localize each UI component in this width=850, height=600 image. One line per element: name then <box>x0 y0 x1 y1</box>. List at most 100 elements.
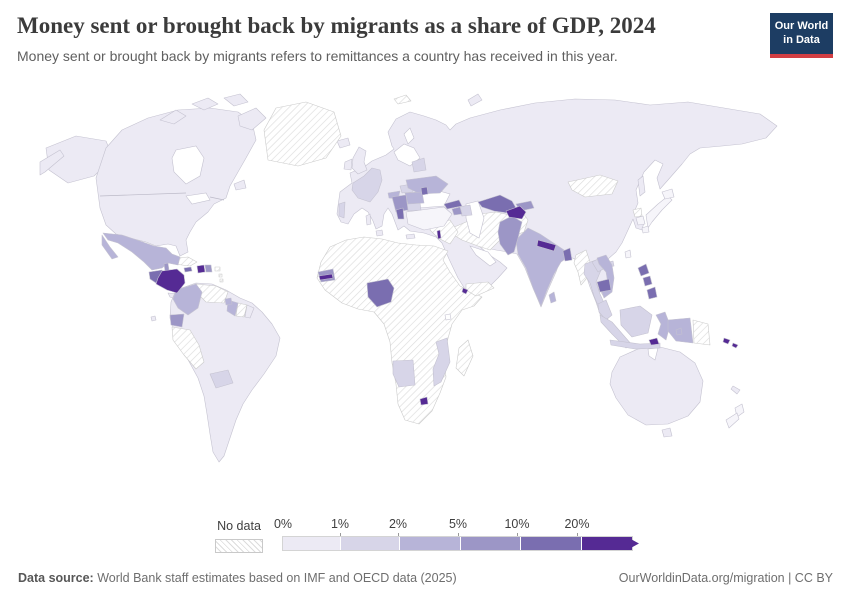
country-taiwan[interactable] <box>624 249 632 259</box>
country-mexico[interactable] <box>102 232 181 271</box>
country-novaya-zemlya[interactable] <box>467 93 483 107</box>
country-suriname[interactable] <box>235 302 248 318</box>
country-philippines-mindanao[interactable] <box>646 286 658 300</box>
legend-bin-1[interactable] <box>341 537 400 550</box>
legend-arrow <box>627 537 639 550</box>
country-lesser-antilles-1[interactable] <box>218 273 223 278</box>
country-peru[interactable] <box>171 326 205 370</box>
country-armenia[interactable] <box>451 206 463 216</box>
country-nepal[interactable] <box>536 239 557 252</box>
country-namibia[interactable] <box>392 359 416 388</box>
country-lesotho[interactable] <box>419 396 429 406</box>
country-colombia[interactable] <box>172 283 203 316</box>
country-baltics[interactable] <box>411 157 427 173</box>
owid-link[interactable]: OurWorldinData.org/migration | CC BY <box>618 571 833 585</box>
country-haiti[interactable] <box>196 264 206 274</box>
owid-logo[interactable]: Our World in Data <box>770 13 833 58</box>
country-ireland[interactable] <box>343 158 353 171</box>
country-japan-kyushu[interactable] <box>641 225 650 234</box>
country-djibouti[interactable] <box>461 287 469 295</box>
lake-victoria <box>444 313 452 321</box>
country-newfoundland[interactable] <box>233 179 247 191</box>
country-ukraine[interactable] <box>405 175 449 195</box>
country-australia[interactable] <box>609 346 704 426</box>
country-sardinia[interactable] <box>365 213 372 226</box>
country-new-caledonia[interactable] <box>730 385 741 395</box>
country-bangladesh[interactable] <box>562 247 573 262</box>
country-belize[interactable] <box>163 262 170 272</box>
country-greenland[interactable] <box>263 101 342 167</box>
world-map-canvas <box>39 93 778 463</box>
legend-no-data-swatch[interactable] <box>215 539 263 553</box>
country-trinidad[interactable] <box>224 297 233 306</box>
country-mozambique[interactable] <box>432 337 451 387</box>
legend-bin-3[interactable] <box>461 537 521 550</box>
country-java[interactable] <box>609 339 661 350</box>
country-lebanon[interactable] <box>436 229 442 240</box>
country-solomon-islands-1[interactable] <box>722 337 731 345</box>
legend-bin-5[interactable] <box>582 537 632 550</box>
us-canada-border <box>99 192 225 201</box>
country-ecuador[interactable] <box>169 313 185 328</box>
country-united-kingdom[interactable] <box>351 146 368 175</box>
arctic-island-1[interactable] <box>159 109 187 125</box>
world-map <box>0 88 850 518</box>
country-tasmania[interactable] <box>661 427 673 438</box>
country-moluccas[interactable] <box>675 327 683 336</box>
country-lesser-antilles-2[interactable] <box>219 278 224 283</box>
country-sri-lanka[interactable] <box>548 291 557 304</box>
country-sulawesi[interactable] <box>655 311 671 341</box>
arctic-island-2[interactable] <box>191 97 219 111</box>
country-france[interactable] <box>351 167 383 203</box>
country-new-zealand-south[interactable] <box>725 412 740 429</box>
country-solomon-islands-2[interactable] <box>731 342 739 349</box>
country-jamaica[interactable] <box>183 266 193 273</box>
country-south-korea[interactable] <box>635 215 646 226</box>
country-dominican-republic[interactable] <box>204 264 213 273</box>
country-serbia-bosnia[interactable] <box>391 194 409 213</box>
page-subtitle: Money sent or brought back by migrants r… <box>17 47 618 64</box>
country-japan-hokkaido[interactable] <box>661 188 675 200</box>
legend-bin-0[interactable] <box>283 537 341 550</box>
country-timor-leste[interactable] <box>648 337 660 346</box>
country-madagascar[interactable] <box>455 339 474 377</box>
country-baffin-island[interactable] <box>237 107 267 131</box>
country-honduras-nicaragua-el-salvador[interactable] <box>155 268 186 294</box>
country-sicily[interactable] <box>375 229 384 237</box>
country-french-guiana[interactable] <box>244 304 255 319</box>
country-russia-chukotka-sliver[interactable] <box>39 149 65 176</box>
country-puerto-rico[interactable] <box>214 266 221 272</box>
legend-tickmark <box>577 533 578 537</box>
country-paraguay[interactable] <box>209 369 234 389</box>
country-papua-new-guinea[interactable] <box>692 319 711 346</box>
legend-bin-4[interactable] <box>521 537 582 550</box>
country-romania[interactable] <box>404 191 425 205</box>
country-baja-california[interactable] <box>101 234 119 260</box>
country-sakhalin[interactable] <box>637 175 646 197</box>
country-borneo[interactable] <box>619 305 653 338</box>
country-turkey[interactable] <box>405 206 453 231</box>
sea-bothnia <box>403 127 415 145</box>
country-philippines-visayas[interactable] <box>642 275 653 287</box>
page-title: Money sent or brought back by migrants a… <box>17 13 656 38</box>
country-united-states-canada[interactable] <box>95 107 257 257</box>
country-moldova[interactable] <box>420 186 429 196</box>
country-crete[interactable] <box>405 233 416 240</box>
country-mongolia[interactable] <box>567 174 619 198</box>
country-georgia[interactable] <box>443 199 463 210</box>
legend-bin-2[interactable] <box>400 537 461 550</box>
country-iceland[interactable] <box>336 137 351 149</box>
country-cambodia[interactable] <box>596 278 612 293</box>
country-nigeria[interactable] <box>366 278 395 308</box>
country-portugal[interactable] <box>338 201 346 219</box>
legend-tick-0: 0% <box>273 517 293 531</box>
country-galapagos[interactable] <box>150 315 157 322</box>
country-japan-honshu[interactable] <box>645 195 673 229</box>
country-philippines-luzon[interactable] <box>637 263 650 277</box>
country-albania-montenegro[interactable] <box>395 207 405 220</box>
country-malaysia[interactable] <box>597 299 613 321</box>
country-tajikistan[interactable] <box>505 205 527 220</box>
country-svalbard[interactable] <box>393 94 412 105</box>
country-gambia[interactable] <box>318 273 334 281</box>
arctic-island-3[interactable] <box>223 93 249 107</box>
